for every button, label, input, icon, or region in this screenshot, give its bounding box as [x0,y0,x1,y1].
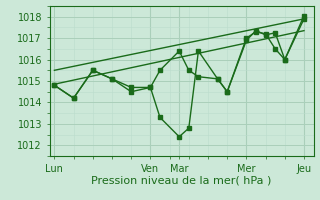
X-axis label: Pression niveau de la mer( hPa ): Pression niveau de la mer( hPa ) [92,175,272,185]
